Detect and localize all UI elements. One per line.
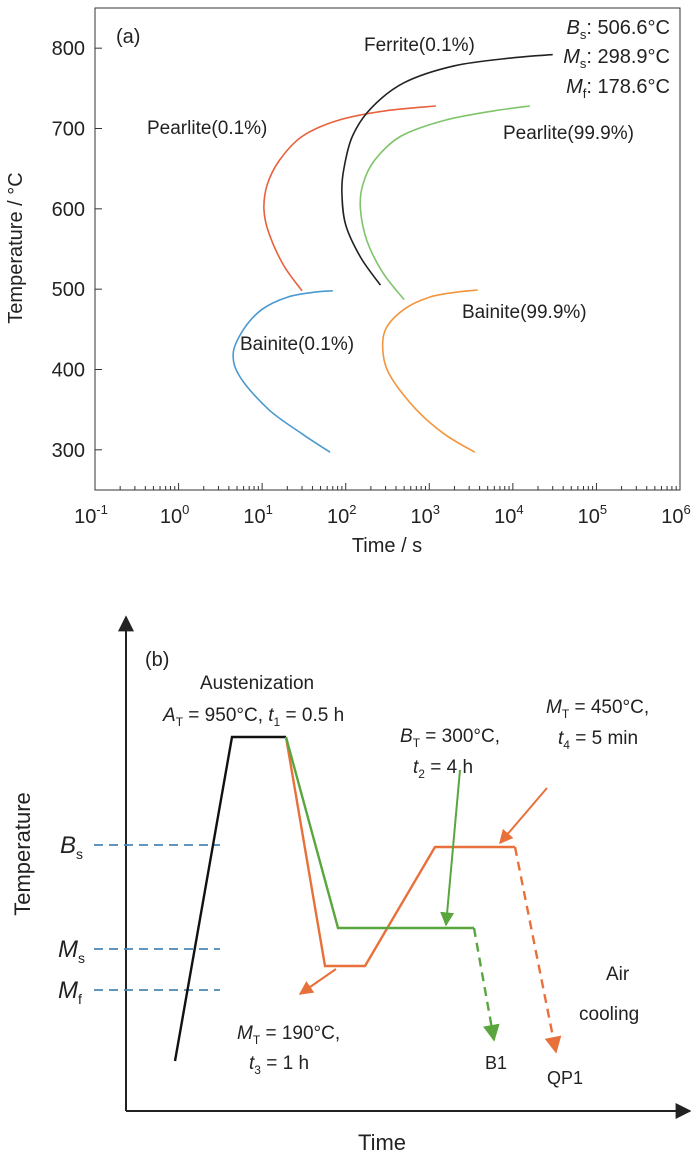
x-tick-label: 101 — [243, 502, 272, 528]
panel-a-label: (a) — [116, 26, 140, 48]
series-line-bainite-99-9 — [381, 289, 478, 453]
y-tick-label-700: 700 — [52, 119, 85, 141]
panel-a-x-axis: 10-1 100 101 102 103 104 105 106 — [74, 483, 691, 528]
bs-level-label: Bs — [60, 832, 83, 862]
x-tick-label: 102 — [327, 502, 356, 528]
series-label-pearlite-start: Pearlite(0.1%) — [147, 118, 267, 139]
series-label-ferrite: Ferrite(0.1%) — [364, 35, 475, 56]
y-tick-label-400: 400 — [52, 360, 85, 382]
y-tick-label-300: 300 — [52, 440, 85, 462]
panel-a-plot-frame — [94, 7, 681, 491]
x-tick-label: 100 — [160, 502, 189, 528]
y-tick-label-600: 600 — [52, 199, 85, 221]
ms-level-label: Ms — [58, 936, 85, 966]
partition-step-temp: MT = 450°C, — [546, 697, 649, 721]
x-tick-label: 106 — [661, 502, 690, 528]
panel-b-x-axis-label: Time — [358, 1130, 406, 1155]
quench-step-temp: MT = 190°C, — [237, 1023, 340, 1047]
route-label-b1: B1 — [485, 1053, 507, 1073]
y-tick-label-500: 500 — [52, 279, 85, 301]
panel-a-y-axis: 300 400 500 600 700 800 — [52, 38, 102, 462]
ms-temperature-readout: Ms: 298.9°C — [563, 46, 670, 71]
bs-temperature-readout: Bs: 506.6°C — [567, 17, 670, 42]
mf-level-label: Mf — [58, 977, 82, 1007]
bainite-step-temp: BT = 300°C, — [400, 726, 500, 750]
quench-step-pointer — [298, 968, 337, 995]
b1-air-cooling-dashed — [472, 927, 500, 1042]
bainite-step-time: t2 = 4 h — [413, 757, 473, 781]
b1-route-path — [284, 736, 474, 930]
series-line-ferrite-0-1 — [341, 53, 553, 286]
qp1-route-path — [284, 736, 515, 968]
panel-b: (b) Temperature Time Bs Ms Mf Austenizat… — [10, 615, 692, 1155]
austenization-title: Austenization — [200, 673, 314, 694]
panel-a-y-axis-label: Temperature / °C — [5, 172, 27, 323]
quench-step-time: t3 = 1 h — [249, 1053, 309, 1077]
y-tick-label-800: 800 — [52, 38, 85, 60]
x-tick-label: 105 — [578, 502, 607, 528]
panel-b-label: (b) — [145, 649, 169, 671]
x-tick-label: 10-1 — [74, 502, 108, 528]
qp1-air-cooling-dashed — [513, 846, 562, 1054]
austenization-params: AT = 950°C, t1 = 0.5 h — [162, 705, 344, 729]
x-tick-label: 103 — [411, 502, 440, 528]
route-label-qp1: QP1 — [547, 1068, 583, 1088]
partition-step-time: t4 = 5 min — [558, 728, 638, 752]
panel-a-curves — [232, 53, 553, 453]
series-label-pearlite-finish: Pearlite(99.9%) — [503, 123, 634, 144]
panel-b-y-axis-label: Temperature — [10, 792, 35, 916]
mf-temperature-readout: Mf: 178.6°C — [566, 76, 670, 101]
series-line-pearlite-99-9 — [359, 105, 531, 301]
austenization-heating-path — [173, 735, 286, 1062]
air-cooling-label-line2: cooling — [579, 1004, 639, 1025]
partition-step-pointer — [499, 787, 548, 845]
series-label-bainite-finish: Bainite(99.9%) — [462, 302, 587, 323]
series-line-bainite-0-1 — [232, 290, 333, 453]
series-label-bainite-start: Bainite(0.1%) — [240, 334, 354, 355]
bainite-step-pointer — [440, 769, 461, 927]
x-tick-label: 104 — [494, 502, 523, 528]
air-cooling-label-line1: Air — [606, 964, 630, 985]
series-line-pearlite-0-1 — [263, 105, 436, 292]
panel-a-x-axis-label: Time / s — [352, 535, 422, 557]
